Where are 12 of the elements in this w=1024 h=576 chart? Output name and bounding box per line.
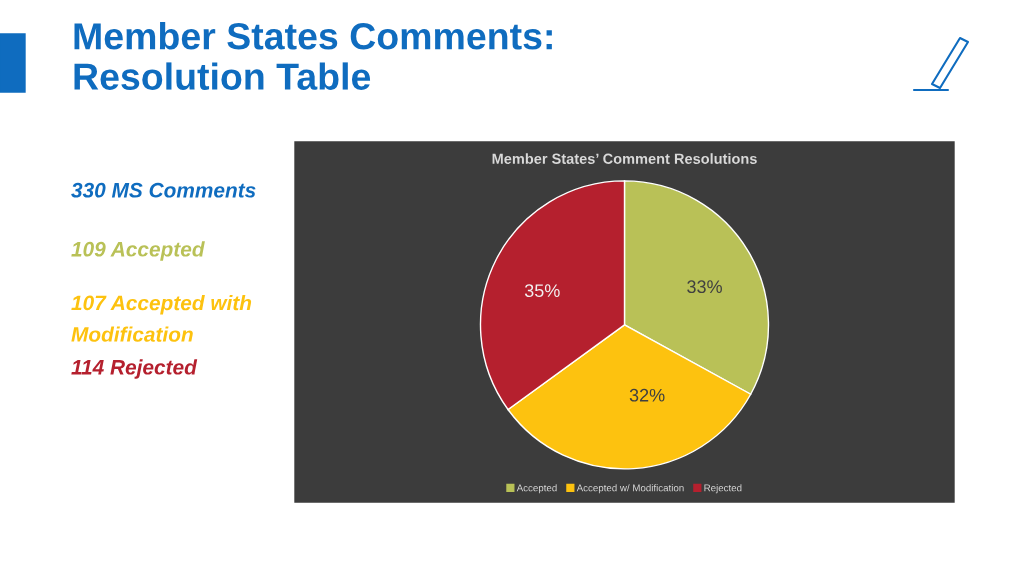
data-label: 35%: [524, 284, 560, 298]
text: 107 Accepted with Modification: [71, 295, 252, 342]
text: 114 Rejected: [71, 359, 198, 379]
text: 109 Accepted: [71, 241, 205, 261]
data-label: 32%: [629, 388, 665, 402]
legend-label: Accepted: [516, 484, 557, 494]
chart-title: Member States Comments: Resolution Table: [74, 22, 552, 90]
text: 330 MS Comments: [71, 182, 256, 198]
chart-subtitle: Member States’ Comment Resolutions: [492, 153, 757, 164]
data-label: 33%: [687, 280, 722, 294]
legend-label: Rejected: [704, 484, 742, 494]
legend-label: Accepted w/ Modification: [576, 484, 684, 494]
